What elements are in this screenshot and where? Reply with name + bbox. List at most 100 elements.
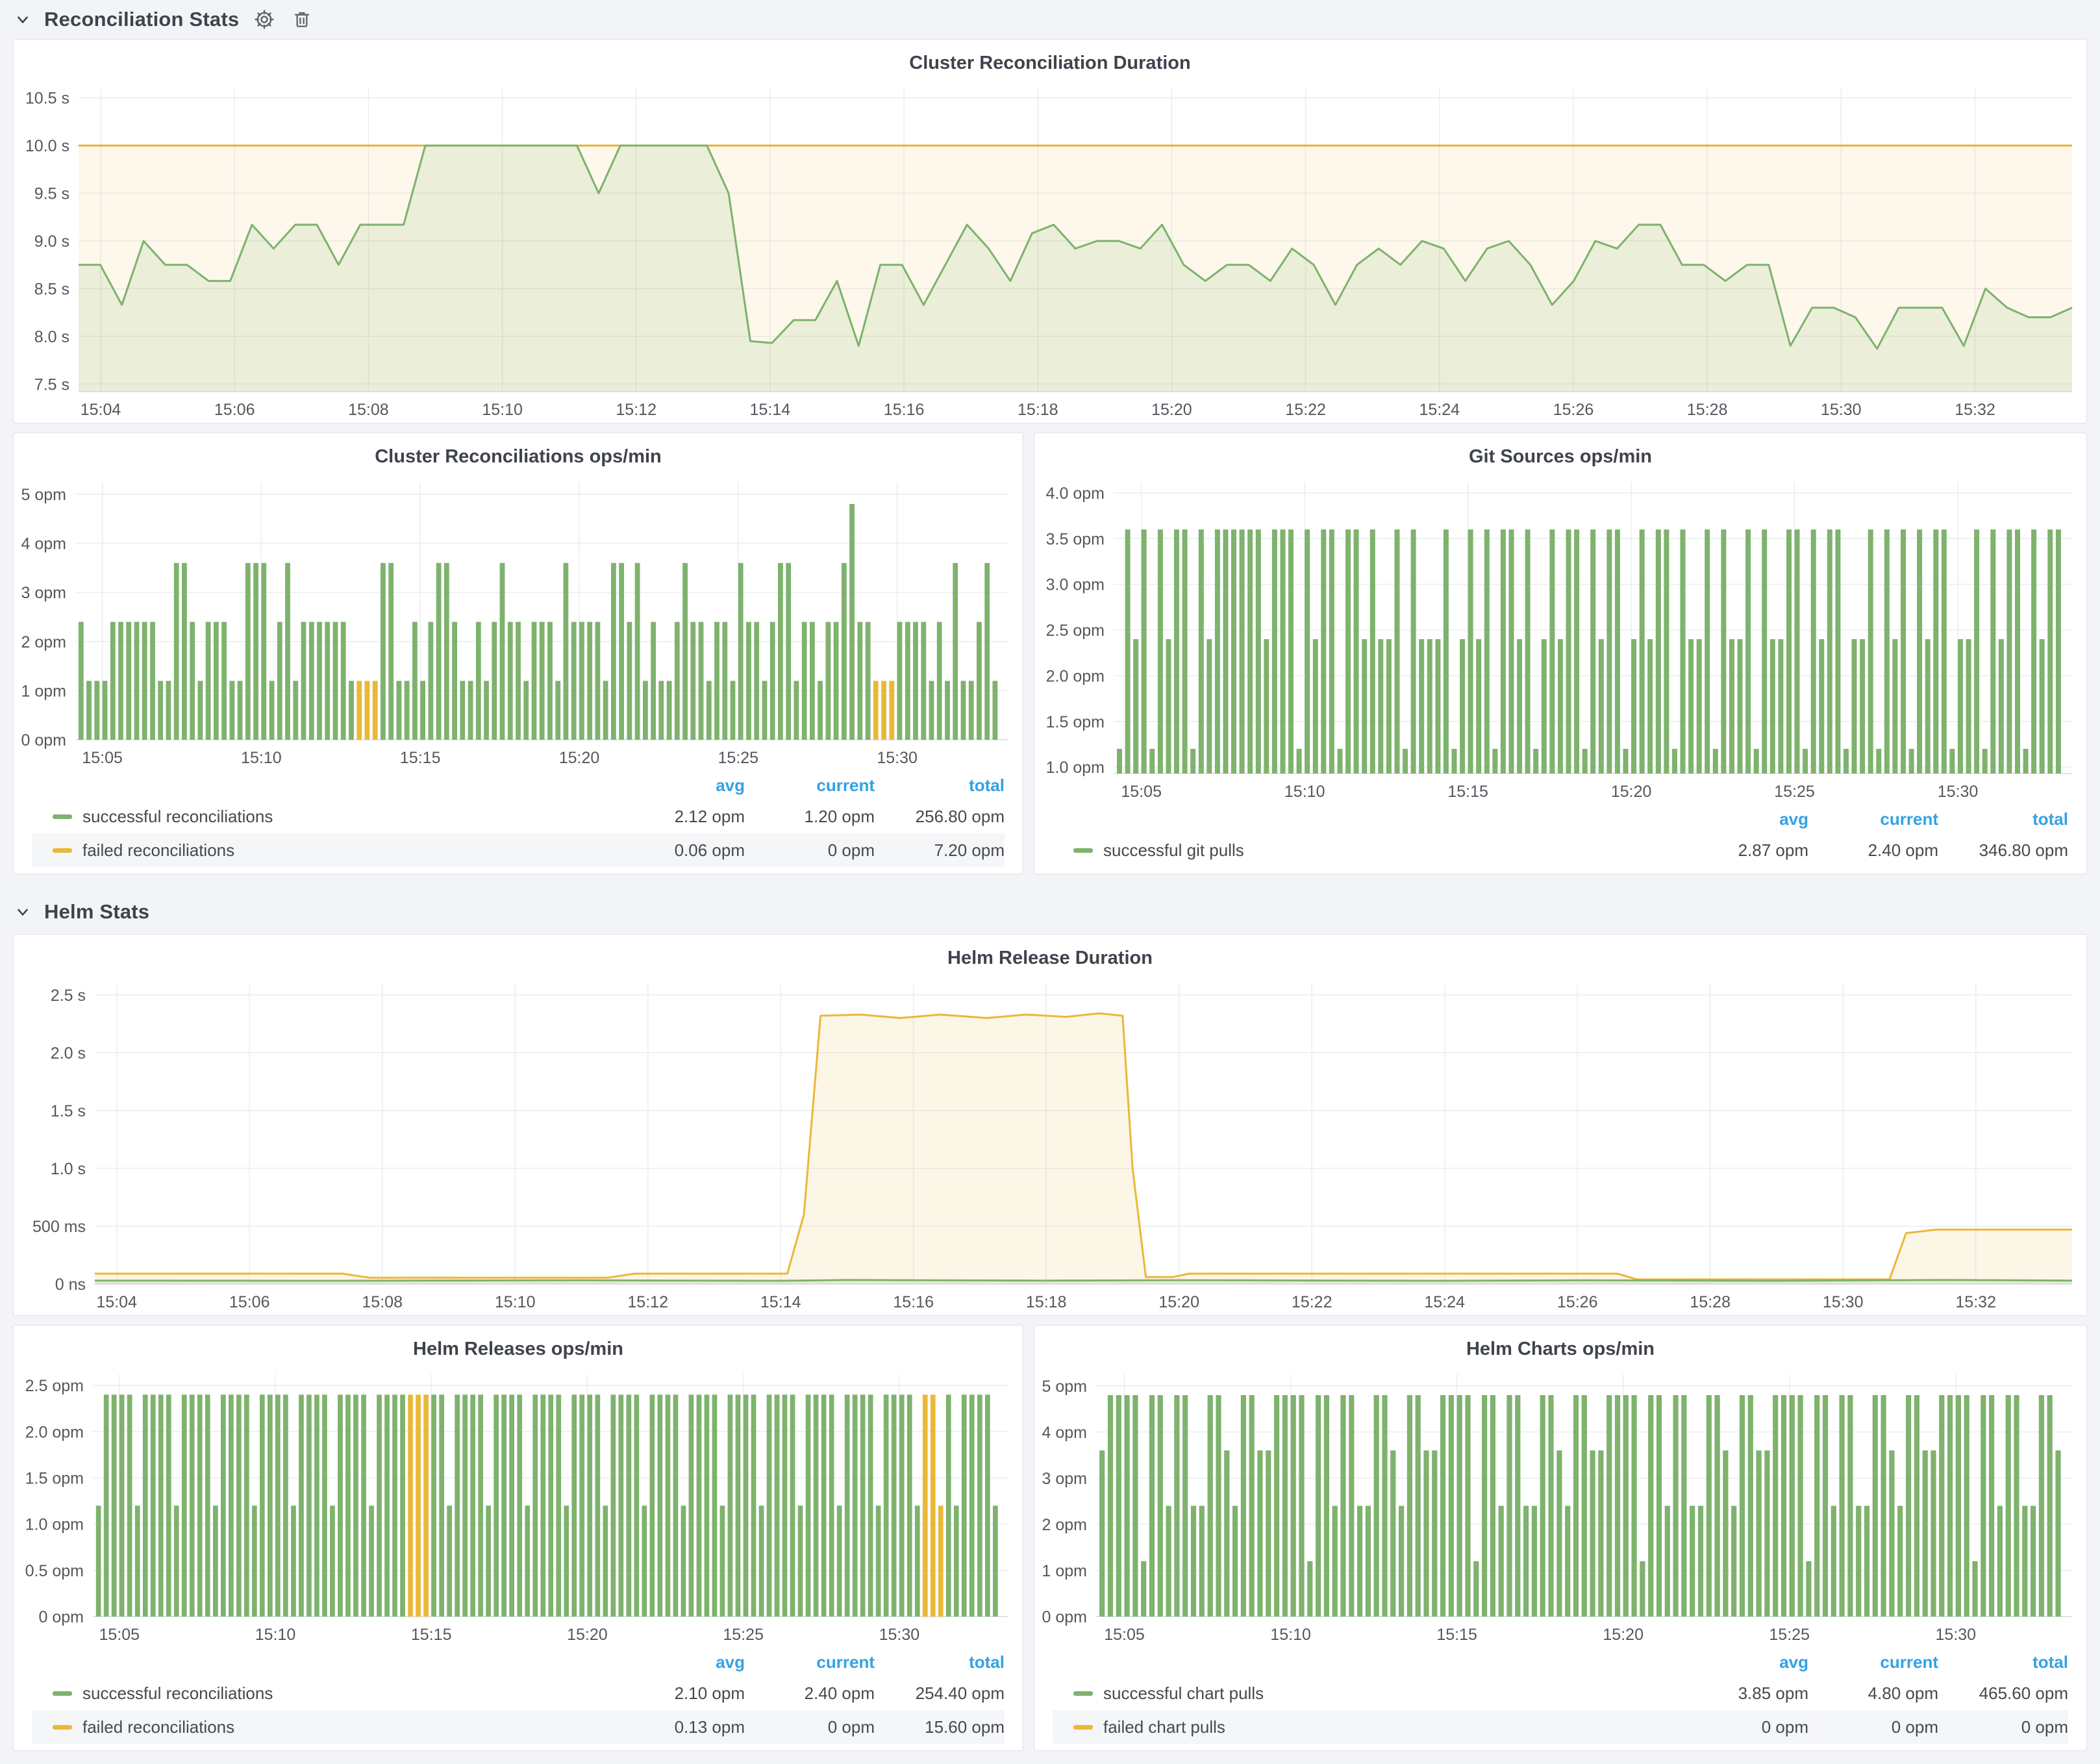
section-header-reconciliation-stats[interactable]: Reconciliation Stats — [0, 0, 2100, 39]
legend-col-current[interactable]: current — [816, 1652, 875, 1672]
chevron-down-icon[interactable] — [14, 903, 31, 920]
svg-text:15:10: 15:10 — [482, 401, 523, 419]
legend-total-value: 465.60 opm — [1979, 1683, 2068, 1703]
svg-text:15:04: 15:04 — [81, 401, 121, 419]
chevron-down-icon[interactable] — [14, 11, 31, 28]
svg-text:2 opm: 2 opm — [1042, 1516, 1087, 1534]
svg-text:15:05: 15:05 — [1121, 783, 1162, 801]
svg-text:15:26: 15:26 — [1557, 1293, 1598, 1311]
series-dash-icon — [1073, 1724, 1093, 1730]
helm-releases-chart[interactable]: 0 opm 0.5 opm 1.0 opm 1.5 opm 2.0 opm 2.5 opm… — [14, 1364, 1023, 1648]
legend-current-value: 4.80 opm — [1868, 1683, 1938, 1703]
legend-avg-value: 0.06 opm — [674, 840, 745, 860]
svg-text:15:10: 15:10 — [241, 749, 282, 767]
legend: avg current total successful reconciliat… — [14, 771, 1023, 874]
series-label[interactable]: failed reconciliations — [82, 840, 235, 860]
legend-total-value: 15.60 opm — [925, 1717, 1005, 1737]
svg-text:15:06: 15:06 — [229, 1293, 270, 1311]
legend-col-avg[interactable]: avg — [716, 775, 745, 795]
svg-text:1 opm: 1 opm — [1042, 1562, 1087, 1580]
svg-text:1.5 opm: 1.5 opm — [25, 1470, 84, 1488]
svg-text:500 ms: 500 ms — [32, 1218, 86, 1236]
svg-text:9.0 s: 9.0 s — [34, 233, 69, 251]
panel-cluster-reconciliations-opm: Cluster Reconciliations ops/min 0 opm 1 o… — [13, 433, 1023, 874]
svg-text:0.5 opm: 0.5 opm — [25, 1562, 84, 1580]
trash-icon[interactable] — [290, 7, 314, 32]
legend-avg-value: 2.87 opm — [1738, 840, 1808, 860]
legend-total-value: 254.40 opm — [915, 1683, 1005, 1703]
svg-text:15:04: 15:04 — [96, 1293, 137, 1311]
panel-title[interactable]: Helm Charts ops/min — [1466, 1339, 1655, 1359]
svg-text:15:15: 15:15 — [1447, 783, 1488, 801]
panel-cluster-reconciliation-duration: Cluster Reconciliation Duration 7.5 s 8.0… — [13, 39, 2087, 423]
legend-total-value: 346.80 opm — [1979, 840, 2068, 860]
svg-text:2 opm: 2 opm — [21, 633, 66, 651]
legend-col-total[interactable]: total — [2032, 1652, 2068, 1672]
helm-release-duration-chart[interactable]: 0 ns 500 ms 1.0 s 1.5 s 2.0 s 2.5 s 15:04 15:06… — [14, 973, 2086, 1315]
svg-text:2.0 s: 2.0 s — [51, 1044, 86, 1063]
svg-text:1.5 opm: 1.5 opm — [1046, 713, 1105, 731]
legend-avg-value: 3.85 opm — [1738, 1683, 1808, 1703]
svg-text:15:30: 15:30 — [879, 1626, 920, 1644]
svg-text:15:30: 15:30 — [1821, 401, 1862, 419]
svg-text:1.5 s: 1.5 s — [51, 1102, 86, 1120]
svg-text:1.0 opm: 1.0 opm — [25, 1516, 84, 1534]
svg-text:15:25: 15:25 — [1769, 1626, 1810, 1644]
series-label[interactable]: successful reconciliations — [82, 806, 273, 826]
section-header-helm-stats[interactable]: Helm Stats — [0, 892, 2100, 931]
legend-col-total[interactable]: total — [969, 775, 1005, 795]
legend-current-value: 2.40 opm — [804, 1683, 875, 1703]
panel-title[interactable]: Helm Release Duration — [947, 948, 1153, 968]
helm-charts-chart[interactable]: 0 opm 1 opm 2 opm 3 opm 4 opm 5 opm 15:05 15:10… — [1034, 1364, 2086, 1648]
svg-text:15:08: 15:08 — [348, 401, 389, 419]
legend-current-value: 1.20 opm — [804, 806, 875, 826]
section-title: Helm Stats — [44, 900, 150, 923]
svg-text:1.0 s: 1.0 s — [51, 1160, 86, 1178]
gear-icon[interactable] — [252, 7, 277, 32]
svg-text:15:30: 15:30 — [1938, 783, 1979, 801]
svg-text:0 opm: 0 opm — [1042, 1608, 1087, 1626]
svg-text:5 opm: 5 opm — [1042, 1378, 1087, 1396]
legend-current-value: 0 opm — [1891, 1717, 1938, 1737]
svg-text:5 opm: 5 opm — [21, 486, 66, 504]
legend-col-total[interactable]: total — [969, 1652, 1005, 1672]
svg-text:15:24: 15:24 — [1424, 1293, 1465, 1311]
legend-col-current[interactable]: current — [816, 775, 875, 795]
svg-text:1.0 opm: 1.0 opm — [1046, 759, 1105, 777]
legend-col-total[interactable]: total — [2032, 809, 2068, 829]
legend-row: successful git pulls 2.87 opm 2.40 opm 3… — [1053, 833, 2068, 867]
series-label[interactable]: successful reconciliations — [82, 1683, 273, 1703]
panel-title[interactable]: Helm Releases ops/min — [413, 1339, 623, 1359]
series-dash-icon — [1073, 848, 1093, 853]
series-label[interactable]: failed reconciliations — [82, 1717, 235, 1737]
svg-text:15:05: 15:05 — [1104, 1626, 1145, 1644]
git-sources-chart[interactable]: 1.0 opm 1.5 opm 2.0 opm 2.5 opm 3.0 opm 3.5 o… — [1034, 472, 2086, 805]
series-label[interactable]: failed chart pulls — [1103, 1717, 1225, 1737]
series-label[interactable]: successful chart pulls — [1103, 1683, 1264, 1703]
cluster-reconciliation-duration-chart[interactable]: 7.5 s 8.0 s 8.5 s 9.0 s 9.5 s 10.0 s 10.5 s 15:… — [14, 78, 2086, 423]
svg-text:15:22: 15:22 — [1292, 1293, 1332, 1311]
svg-text:4 opm: 4 opm — [1042, 1424, 1087, 1442]
legend-header-row: avg current total — [32, 771, 1005, 800]
legend-col-avg[interactable]: avg — [1779, 809, 1808, 829]
legend-col-avg[interactable]: avg — [716, 1652, 745, 1672]
cluster-reconciliations-chart[interactable]: 0 opm 1 opm 2 opm 3 opm 4 opm 5 opm 15:05 15:10… — [14, 472, 1023, 771]
legend-header-row: avg current total — [1053, 805, 2068, 833]
svg-text:15:10: 15:10 — [1270, 1626, 1311, 1644]
series-label[interactable]: successful git pulls — [1103, 840, 1244, 860]
svg-text:4 opm: 4 opm — [21, 535, 66, 553]
legend-col-current[interactable]: current — [1880, 1652, 1938, 1672]
svg-text:15:05: 15:05 — [99, 1626, 140, 1644]
legend-total-value: 256.80 opm — [915, 806, 1005, 826]
legend-col-current[interactable]: current — [1880, 809, 1938, 829]
panel-title[interactable]: Cluster Reconciliations ops/min — [375, 446, 662, 467]
svg-text:15:22: 15:22 — [1285, 401, 1326, 419]
svg-text:3.0 opm: 3.0 opm — [1046, 576, 1105, 594]
legend-row: successful reconciliations 2.10 opm 2.40… — [32, 1676, 1005, 1710]
panel-title[interactable]: Git Sources ops/min — [1469, 446, 1652, 467]
legend-row: successful chart pulls 3.85 opm 4.80 opm… — [1053, 1676, 2068, 1710]
panel-title[interactable]: Cluster Reconciliation Duration — [909, 53, 1191, 73]
series-dash-icon — [53, 1691, 72, 1696]
section-title: Reconciliation Stats — [44, 8, 240, 31]
legend-col-avg[interactable]: avg — [1779, 1652, 1808, 1672]
